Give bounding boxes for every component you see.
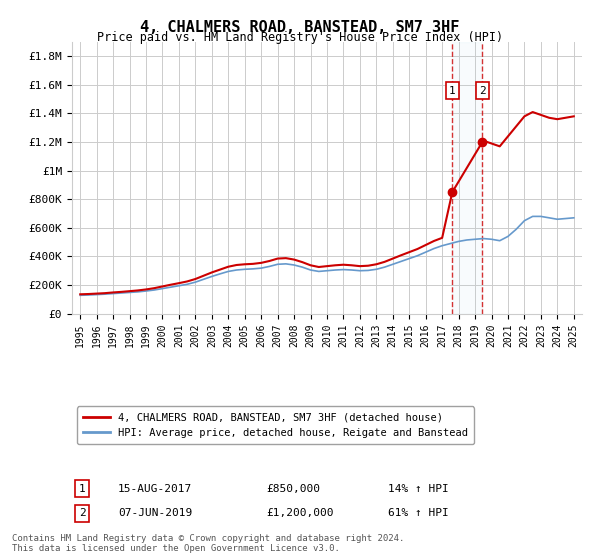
Text: 2: 2	[79, 508, 86, 518]
Text: 4, CHALMERS ROAD, BANSTEAD, SM7 3HF: 4, CHALMERS ROAD, BANSTEAD, SM7 3HF	[140, 20, 460, 35]
Text: Price paid vs. HM Land Registry's House Price Index (HPI): Price paid vs. HM Land Registry's House …	[97, 31, 503, 44]
Text: 1: 1	[79, 484, 86, 494]
Text: 14% ↑ HPI: 14% ↑ HPI	[388, 484, 449, 494]
Text: 1: 1	[449, 86, 455, 96]
Text: Contains HM Land Registry data © Crown copyright and database right 2024.
This d: Contains HM Land Registry data © Crown c…	[12, 534, 404, 553]
Legend: 4, CHALMERS ROAD, BANSTEAD, SM7 3HF (detached house), HPI: Average price, detach: 4, CHALMERS ROAD, BANSTEAD, SM7 3HF (det…	[77, 407, 474, 444]
Bar	[452, 42, 482, 314]
Text: £850,000: £850,000	[266, 484, 320, 494]
Text: £1,200,000: £1,200,000	[266, 508, 334, 518]
Text: 07-JUN-2019: 07-JUN-2019	[118, 508, 192, 518]
Text: 15-AUG-2017: 15-AUG-2017	[118, 484, 192, 494]
Text: 61% ↑ HPI: 61% ↑ HPI	[388, 508, 449, 518]
Text: 2: 2	[479, 86, 485, 96]
